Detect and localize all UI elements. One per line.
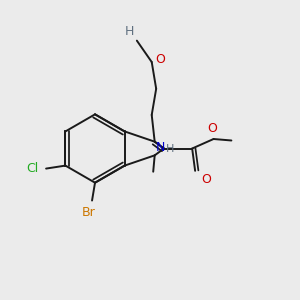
Text: Br: Br: [82, 206, 96, 220]
Text: H: H: [166, 144, 174, 154]
Text: O: O: [201, 173, 211, 186]
Text: O: O: [208, 122, 218, 135]
Text: H: H: [125, 25, 134, 38]
Text: N: N: [156, 141, 166, 154]
Text: Cl: Cl: [26, 162, 39, 175]
Text: O: O: [155, 53, 165, 66]
